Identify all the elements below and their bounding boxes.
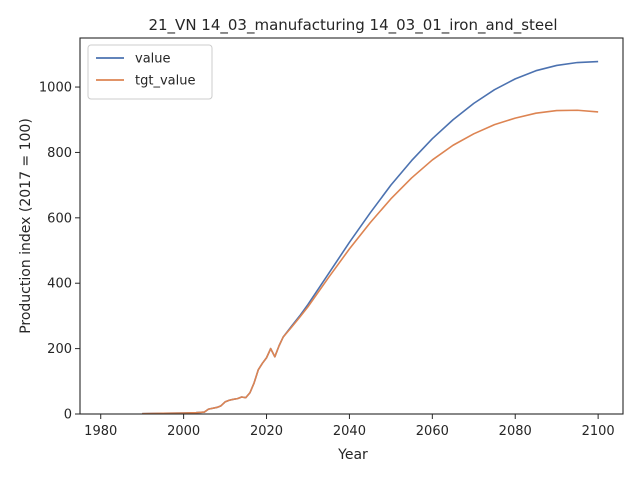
x-tick-label: 2020 — [250, 424, 283, 439]
x-tick-label: 1980 — [84, 424, 117, 439]
y-tick-label: 600 — [47, 211, 72, 226]
x-tick-label: 2000 — [167, 424, 200, 439]
y-axis: 0 200 400 600 800 1000 — [39, 81, 80, 423]
y-axis-label: Production index (2017 = 100) — [18, 118, 34, 334]
x-tick-label: 2060 — [416, 424, 449, 439]
legend: value tgt_value — [87, 44, 213, 100]
plot-frame — [79, 37, 624, 415]
x-axis: 1980 2000 2020 2040 2060 2080 2100 — [84, 414, 615, 439]
y-tick-label: 200 — [47, 342, 72, 357]
plot-area — [79, 37, 624, 415]
y-tick-label: 800 — [47, 146, 72, 161]
x-tick-label: 2080 — [499, 424, 532, 439]
chart-title: 21_VN 14_03_manufacturing 14_03_01_iron_… — [148, 16, 557, 35]
x-tick-label: 2040 — [333, 424, 366, 439]
y-tick-label: 400 — [47, 277, 72, 292]
legend-label-value: value — [135, 52, 171, 67]
y-tick-label: 0 — [64, 408, 72, 423]
legend-label-tgt_value: tgt_value — [135, 74, 195, 89]
y-tick-label: 1000 — [39, 81, 72, 96]
x-axis-label: Year — [337, 447, 368, 463]
series-line-tgt_value — [142, 109, 599, 415]
x-tick-label: 2100 — [582, 424, 615, 439]
